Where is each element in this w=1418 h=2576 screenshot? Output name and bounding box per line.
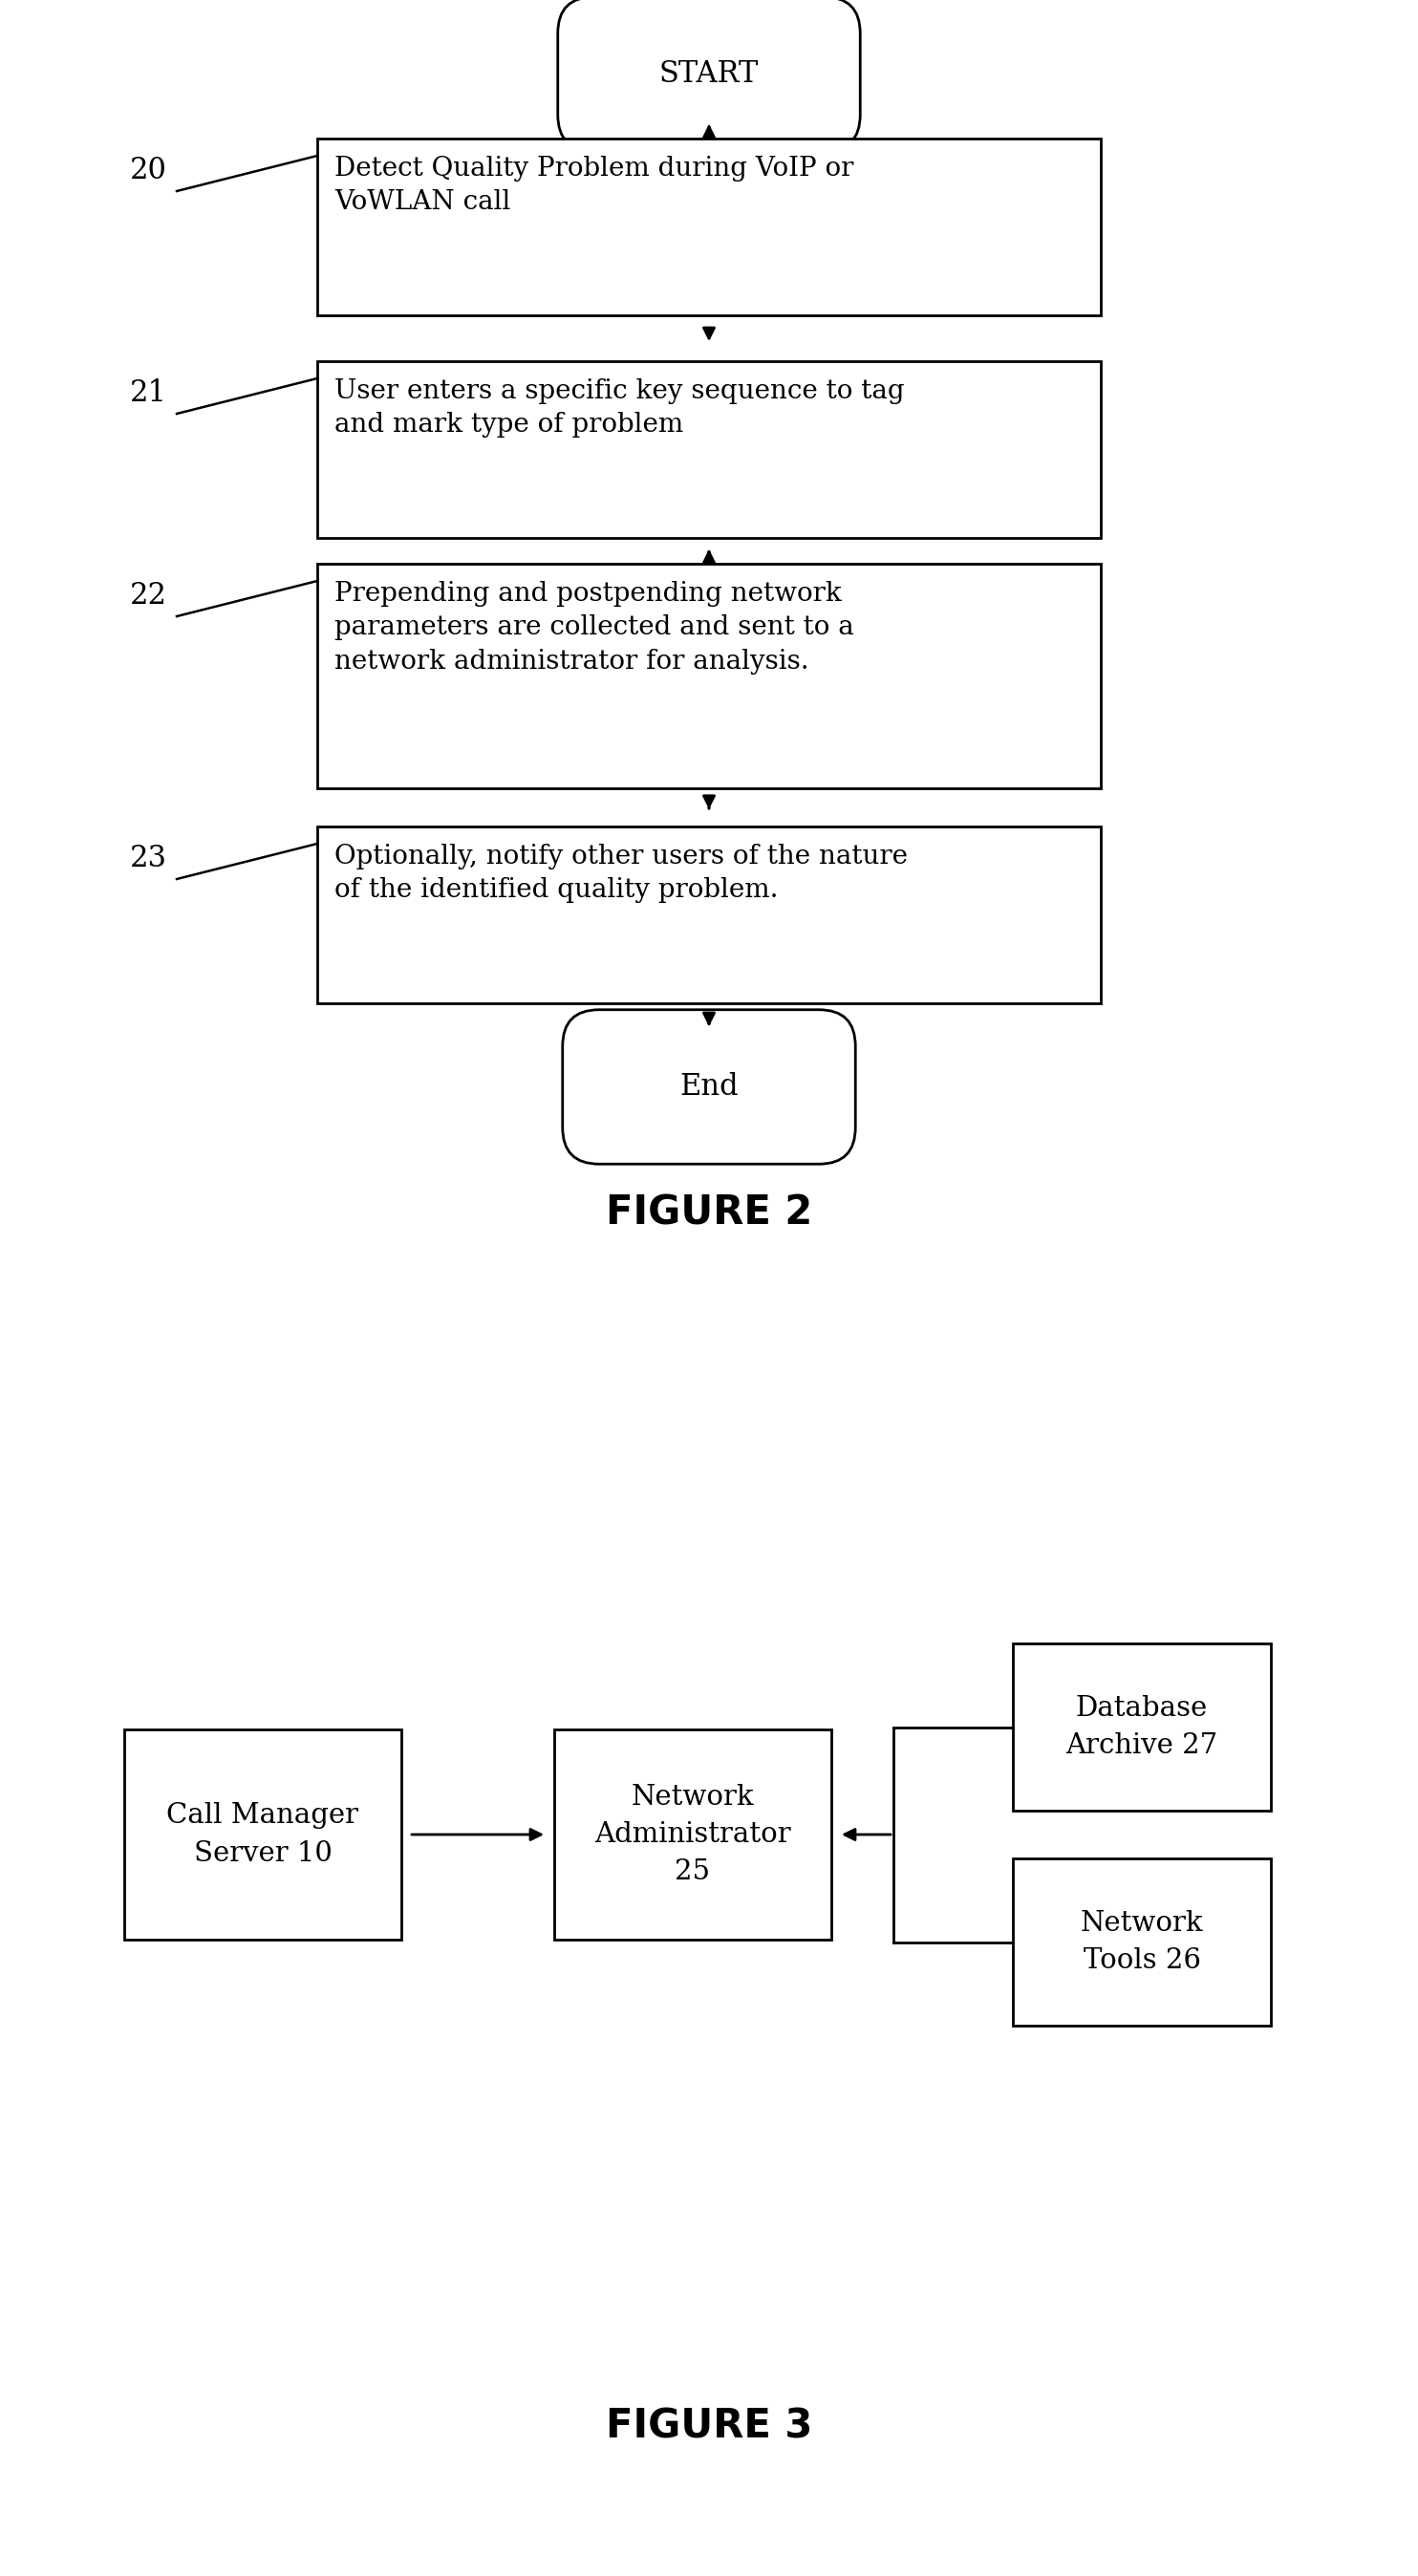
Text: 20: 20 [129,155,167,185]
Text: START: START [659,59,759,88]
Text: FIGURE 3: FIGURE 3 [605,2406,813,2447]
Text: Network
Tools 26: Network Tools 26 [1081,1909,1204,1973]
Bar [318,361,1100,538]
Bar [554,1728,831,1940]
Bar [318,139,1100,314]
Text: Database
Archive 27: Database Archive 27 [1066,1695,1218,1759]
Text: 22: 22 [129,582,167,611]
Text: Call Manager
Server 10: Call Manager Server 10 [167,1803,359,1868]
FancyBboxPatch shape [557,0,861,152]
Text: User enters a specific key sequence to tag
and mark type of problem: User enters a specific key sequence to t… [335,379,905,438]
Text: Detect Quality Problem during VoIP or
VoWLAN call: Detect Quality Problem during VoIP or Vo… [335,155,854,216]
Bar [318,564,1100,788]
Bar [1012,1857,1271,2025]
FancyBboxPatch shape [563,1010,855,1164]
Text: Network
Administrator
25: Network Administrator 25 [594,1785,791,1886]
Text: 23: 23 [129,845,167,873]
Bar [125,1728,401,1940]
Bar [318,827,1100,1002]
Text: 21: 21 [129,379,167,407]
Text: End: End [679,1072,739,1103]
Text: Prepending and postpending network
parameters are collected and sent to a
networ: Prepending and postpending network param… [335,582,854,675]
Bar [1012,1643,1271,1811]
Text: FIGURE 2: FIGURE 2 [605,1193,813,1234]
Text: Optionally, notify other users of the nature
of the identified quality problem.: Optionally, notify other users of the na… [335,845,908,904]
